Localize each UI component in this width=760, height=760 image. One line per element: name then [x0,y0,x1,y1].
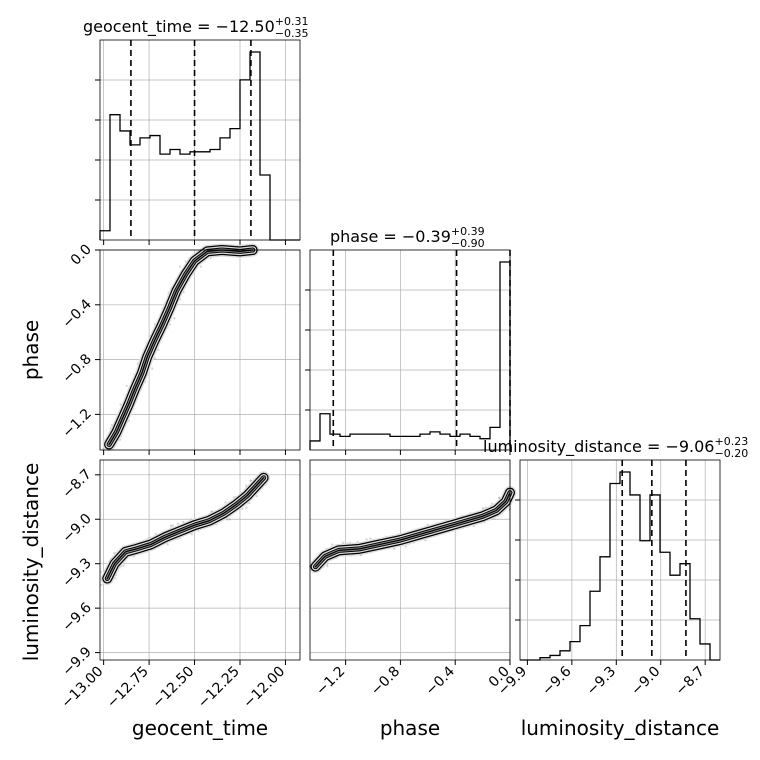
scatter-point [224,501,227,504]
x-tick-label-luminosity_distance: −9.6 [539,663,574,698]
x-tick-label-phase: −0.8 [368,664,403,699]
contour-core-phase-geocent [108,249,254,446]
scatter-point [125,384,128,388]
scatter-point [113,552,116,555]
histogram-geocent_time [99,51,300,241]
title-geocent-time: geocent_time = −12.50+0.31 [83,15,309,37]
scatter-point [491,502,494,505]
y-tick-label-phase: 0.0 [68,242,95,269]
panels: −9.9 −9.6 −9.3 −9.0 −8.7−13.00−12.75−12.50−1… [59,39,721,712]
marginal-titles: geocent_time = −12.50+0.31 −0.35 phase =… [83,15,748,460]
scatter-point [151,367,154,370]
scatter-point [119,403,122,406]
scatter-point [342,541,345,544]
contour-band-outer-dist-phase [308,486,517,574]
contour-core-dist-phase [314,491,511,568]
scatter-point [369,537,372,540]
scatter-point [154,357,157,360]
scatter-point [181,520,185,523]
scatter-point [249,479,252,482]
title-luminosity-distance: luminosity_distance = −9.06+0.23 [483,435,748,457]
scatter-point [404,545,407,548]
panel-frame [99,39,301,241]
scatter-point [245,506,248,509]
panel-frame [309,459,511,661]
title-geocent-time-lower: −0.35 [275,27,309,40]
panel-frame [99,459,301,661]
x-tick-label-luminosity_distance: −9.3 [584,664,619,699]
scatter-point [482,507,485,510]
x-tick-label-geocent_time: −12.75 [104,664,152,712]
y-tick-label-phase: −1.2 [59,406,94,441]
scatter-point [393,547,396,551]
scatter-point [331,543,334,546]
x-tick-label-geocent_time: −12.25 [195,664,243,712]
scatter-point [122,564,125,567]
scatter-point [190,533,193,536]
scatter-point [365,538,368,541]
scatter-point [245,484,248,487]
scatter-point [171,524,174,527]
y-tick-label-luminosity_distance: −9.6 [59,600,94,635]
scatter-point [424,539,427,542]
title-phase-lower: −0.90 [451,237,485,250]
scatter-point [199,265,202,268]
y-axis-label-luminosity-distance: luminosity_distance [19,463,43,662]
scatter-point [173,316,176,320]
histogram-phase [309,261,511,450]
scatter-point [166,543,169,546]
x-axis-label-luminosity-distance: luminosity_distance [521,716,720,740]
scatter-point [326,565,329,568]
y-tick-label-phase: −0.8 [59,351,94,386]
x-tick-label-phase: −1.2 [313,664,348,699]
x-tick-label-luminosity_distance: −9.0 [628,664,663,699]
y-tick-label-luminosity_distance: −8.7 [59,466,94,501]
panel-frame [519,459,721,661]
x-tick-label-luminosity_distance: −8.7 [673,664,708,699]
scatter-point [179,265,182,268]
panel-frame [309,249,511,451]
y-tick-label-phase: −0.4 [59,296,94,331]
x-axis-label-geocent-time: geocent_time [132,716,268,740]
scatter-point [176,522,180,525]
y-tick-label-luminosity_distance: −9.0 [59,511,94,546]
y-axis-label-phase: phase [19,320,43,380]
y-tick-label-luminosity_distance: −9.3 [59,555,94,590]
scatter-point [228,518,231,521]
contour-core-dist-geocent [106,477,265,580]
axis-labels: geocent_time phase luminosity_distance p… [19,320,719,740]
title-phase: phase = −0.39+0.39 [330,225,485,246]
x-axis-label-phase: phase [380,716,440,740]
scatter-point [249,479,252,482]
x-tick-label-phase: −0.4 [423,663,458,698]
scatter-point [169,524,173,528]
title-luminosity-distance-lower: −0.20 [714,447,748,460]
scatter-point [255,495,259,498]
x-tick-label-geocent_time: −12.50 [149,664,197,712]
panel-frame [99,249,301,451]
x-tick-label-geocent_time: −12.00 [240,664,288,712]
scatter-point [100,583,103,587]
